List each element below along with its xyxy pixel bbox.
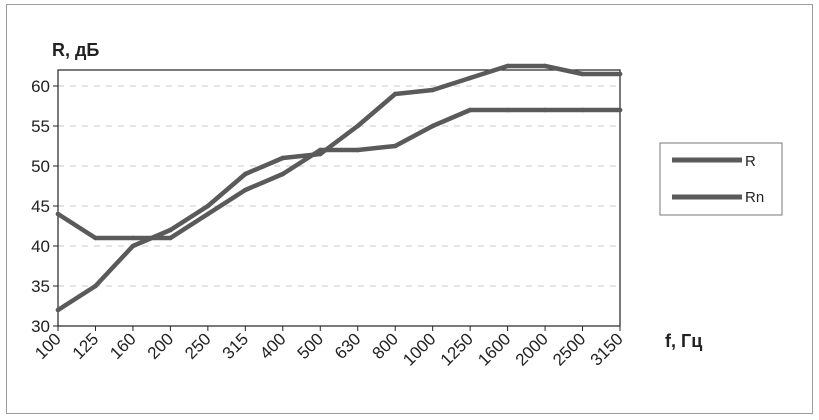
plot-area-border (57, 69, 621, 327)
x-tick-label: 200 (144, 329, 177, 362)
x-tick-label: 250 (181, 329, 214, 362)
data-point-rn (467, 107, 473, 113)
data-point-rn (243, 187, 248, 193)
x-tick-label: 160 (106, 329, 139, 362)
y-tick-labels: 30 35 40 45 50 55 60 (31, 77, 58, 336)
data-point-r (280, 155, 286, 161)
y-axis-label: R, дБ (52, 40, 99, 60)
x-tick-label: 3150 (587, 329, 627, 369)
x-tick-label: 1600 (474, 329, 514, 369)
x-tick-label: 800 (369, 329, 402, 362)
y-tick-label: 60 (31, 77, 50, 96)
data-point-r (430, 87, 435, 93)
series-line-rn (55, 107, 623, 241)
data-point-rn (617, 107, 623, 113)
data-point-rn (55, 211, 61, 217)
x-tick-label: 125 (69, 329, 102, 362)
x-tick-labels: 100 125 160 200 250 315 400 500 630 8001000125016… (31, 326, 627, 370)
x-tick-label: 2000 (512, 329, 552, 369)
x-tick-label: 1250 (437, 329, 477, 369)
data-point-rn (205, 211, 211, 217)
data-point-r (580, 71, 585, 77)
legend-label-r: R (745, 153, 756, 170)
x-axis-label: f, Гц (665, 331, 702, 351)
x-tick-label: 630 (331, 329, 364, 362)
x-tick-label: 1000 (399, 329, 439, 369)
x-tick-label: 315 (219, 329, 252, 362)
data-point-rn (93, 235, 98, 241)
x-tick-label: 500 (294, 329, 327, 362)
data-point-r (467, 75, 473, 81)
data-point-r (505, 63, 510, 69)
legend: R Rn (659, 142, 783, 216)
series-line-r (55, 63, 623, 313)
y-tick-label: 45 (31, 197, 50, 216)
data-point-rn (430, 123, 435, 129)
legend-label-rn: Rn (745, 189, 764, 206)
axes (57, 69, 621, 327)
data-point-rn (355, 147, 361, 153)
series-lines (55, 63, 623, 313)
data-point-r (93, 283, 98, 289)
data-point-r (205, 203, 211, 209)
data-point-rn (317, 147, 323, 153)
data-point-rn (505, 107, 510, 113)
data-point-r (617, 71, 623, 77)
data-point-rn (392, 143, 398, 149)
data-point-r (55, 307, 61, 313)
y-tick-label: 55 (31, 117, 50, 136)
x-tick-label: 2500 (549, 329, 589, 369)
data-point-r (542, 63, 548, 69)
y-tick-label: 30 (31, 317, 50, 336)
data-point-r (130, 243, 136, 249)
data-point-rn (280, 171, 286, 177)
data-point-rn (168, 235, 173, 241)
data-point-r (392, 91, 398, 97)
data-point-rn (580, 107, 585, 113)
data-point-rn (130, 235, 136, 241)
y-tick-label: 35 (31, 277, 50, 296)
x-tick-label: 400 (256, 329, 289, 362)
data-point-r (355, 123, 361, 129)
data-point-r (168, 227, 173, 233)
grid (58, 85, 620, 287)
data-point-r (243, 171, 248, 177)
data-point-rn (542, 107, 548, 113)
y-tick-label: 50 (31, 157, 50, 176)
legend-box (659, 142, 783, 216)
y-tick-label: 40 (31, 237, 50, 256)
